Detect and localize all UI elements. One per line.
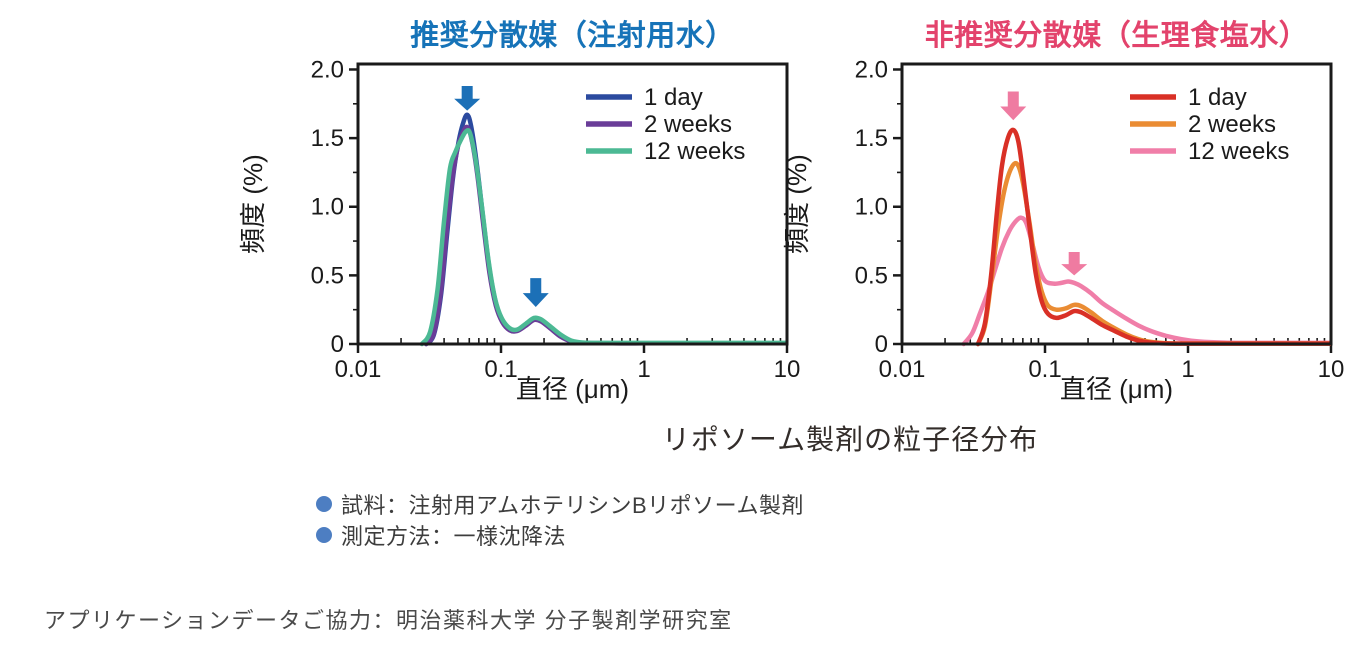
y-tick-label: 1.0	[311, 194, 344, 221]
annotation-arrow-icon	[1000, 91, 1027, 121]
chart-title-not-recommended: 非推奨分散媒（生理食塩水）	[924, 20, 1309, 52]
bullet-icon	[316, 496, 332, 512]
x-tick-label: 0.1	[484, 356, 517, 383]
x-tick-label: 1	[1181, 356, 1194, 383]
chart-title-recommended: 推奨分散媒（注射用水）	[410, 20, 735, 52]
note-sample-text: 試料：注射用アムホテリシンBリポソーム製剤	[341, 493, 804, 518]
figure-caption: リポソーム製剤の粒子径分布	[661, 424, 1039, 455]
notes-list: 試料：注射用アムホテリシンBリポソーム製剤 測定方法：一様沈降法	[316, 489, 804, 551]
legend-label: 12 weeks	[1188, 138, 1289, 165]
y-tick-label: 2.0	[311, 56, 344, 83]
annotation-arrow-icon	[522, 278, 549, 307]
y-axis-label: 頻度 (%)	[238, 154, 268, 254]
x-tick-label: 10	[1318, 356, 1345, 383]
credit-text: アプリケーションデータご協力：明治薬科大学 分子製剤学研究室	[44, 608, 733, 633]
x-axis-label: 直径 (μm)	[1060, 374, 1173, 404]
x-tick-label: 1	[637, 356, 650, 383]
y-tick-label: 2.0	[855, 56, 888, 83]
x-tick-label: 0.1	[1028, 356, 1061, 383]
note-method: 測定方法：一様沈降法	[316, 520, 804, 550]
series-line-1-day	[975, 127, 1331, 347]
x-tick-label: 0.01	[335, 356, 382, 383]
x-axis-label: 直径 (μm)	[516, 374, 629, 404]
y-axis-label: 頻度 (%)	[782, 154, 812, 254]
chart-non-recommended-medium: 0.01 0.1 1 10 0 0.5 1.0 1.5 2.0 直径 (μm) 頻度 (%) 1 da…	[772, 52, 1347, 412]
legend-label: 12 weeks	[644, 138, 745, 165]
series-line-12-weeks	[419, 127, 787, 347]
annotation-arrow-icon	[454, 85, 481, 111]
x-tick-label: 0.01	[879, 356, 926, 383]
annotation-arrow-icon	[1061, 252, 1088, 276]
y-tick-label: 0.5	[855, 262, 888, 289]
chart-recommended-medium: 0.01 0.1 1 10 0 0.5 1.0 1.5 2.0 直径 (μm) 頻度 (%) 1 da…	[228, 52, 803, 412]
y-tick-label: 1.5	[855, 125, 888, 152]
note-method-text: 測定方法：一様沈降法	[341, 524, 567, 549]
series-line-12-weeks	[961, 215, 1331, 347]
y-tick-label: 0	[331, 331, 344, 358]
legend-label: 2 weeks	[644, 111, 732, 138]
legend-label: 2 weeks	[1188, 111, 1276, 138]
x-tick-label: 10	[774, 356, 801, 383]
y-tick-label: 0	[875, 331, 888, 358]
legend-label: 1 day	[644, 84, 703, 111]
note-sample: 試料：注射用アムホテリシンBリポソーム製剤	[316, 489, 804, 519]
bullet-icon	[316, 527, 332, 543]
y-tick-label: 1.0	[855, 194, 888, 221]
line-chart-svg: 0.01 0.1 1 10 0 0.5 1.0 1.5 2.0 直径 (μm) 頻度 (%) 1 da…	[238, 56, 801, 404]
y-tick-label: 0.5	[311, 262, 344, 289]
y-tick-label: 1.5	[311, 125, 344, 152]
line-chart-svg: 0.01 0.1 1 10 0 0.5 1.0 1.5 2.0 直径 (μm) 頻度 (%) 1 da…	[782, 56, 1345, 404]
legend-label: 1 day	[1188, 84, 1247, 111]
